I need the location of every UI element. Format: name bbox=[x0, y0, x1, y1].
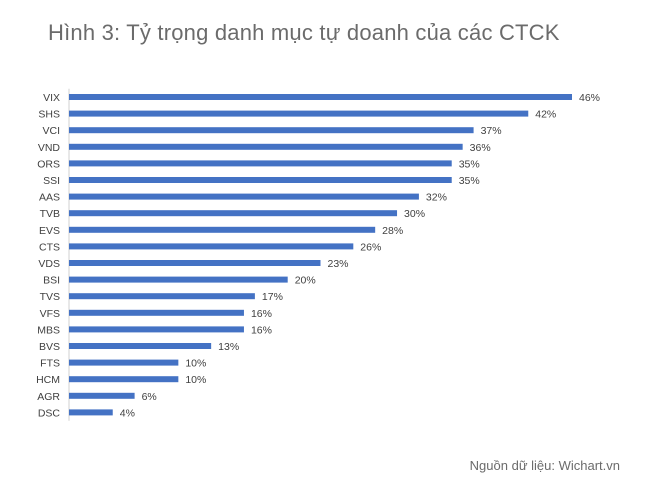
bar-tvb bbox=[69, 210, 398, 217]
category-label-tvs: TVS bbox=[40, 291, 60, 303]
category-label-vnd: VND bbox=[38, 142, 61, 154]
value-label-agr: 6% bbox=[142, 391, 157, 403]
value-label-ssi: 35% bbox=[459, 175, 480, 187]
category-label-bvs: BVS bbox=[39, 341, 60, 353]
category-label-bsi: BSI bbox=[43, 275, 60, 287]
bar-vnd bbox=[69, 143, 463, 150]
category-label-evs: EVS bbox=[39, 225, 60, 237]
bar-ors bbox=[69, 160, 452, 167]
bar-agr bbox=[69, 392, 135, 399]
value-label-bvs: 13% bbox=[218, 341, 239, 353]
bar-fts bbox=[69, 359, 179, 366]
category-label-vfs: VFS bbox=[40, 308, 60, 320]
value-label-tvb: 30% bbox=[404, 208, 425, 220]
bar-dsc bbox=[69, 409, 113, 416]
value-label-vds: 23% bbox=[328, 258, 349, 270]
value-label-aas: 32% bbox=[426, 192, 447, 204]
category-label-dsc: DSC bbox=[38, 407, 61, 419]
bar-aas bbox=[69, 193, 419, 200]
value-label-hcm: 10% bbox=[185, 374, 206, 386]
bar-vci bbox=[69, 127, 474, 134]
bar-ssi bbox=[69, 177, 452, 183]
category-label-tvb: TVB bbox=[40, 208, 60, 220]
category-label-ssi: SSI bbox=[43, 175, 60, 187]
value-label-vfs: 16% bbox=[251, 308, 272, 320]
value-label-mbs: 16% bbox=[251, 324, 272, 336]
bar-mbs bbox=[69, 326, 244, 333]
bar-shs bbox=[69, 110, 529, 117]
bar-bsi bbox=[69, 276, 288, 283]
chart-title: Hình 3: Tỷ trọng danh mục tự doanh của c… bbox=[48, 20, 560, 45]
bar-bvs bbox=[69, 343, 212, 349]
value-label-evs: 28% bbox=[382, 225, 403, 237]
category-label-aas: AAS bbox=[39, 192, 60, 204]
category-label-hcm: HCM bbox=[36, 374, 60, 386]
category-label-ors: ORS bbox=[37, 158, 60, 170]
source-note: Nguồn dữ liệu: Wichart.vn bbox=[469, 458, 620, 473]
bar-vds bbox=[69, 260, 321, 266]
value-label-ors: 35% bbox=[459, 158, 480, 170]
bar-vfs bbox=[69, 309, 244, 316]
category-label-vds: VDS bbox=[38, 258, 60, 270]
value-label-shs: 42% bbox=[535, 109, 556, 121]
category-label-vci: VCI bbox=[42, 125, 60, 137]
value-label-cts: 26% bbox=[360, 241, 381, 253]
category-label-agr: AGR bbox=[37, 391, 60, 403]
value-label-tvs: 17% bbox=[262, 291, 283, 303]
category-label-vix: VIX bbox=[43, 92, 60, 104]
bar-cts bbox=[69, 243, 354, 250]
bar-vix bbox=[69, 94, 572, 100]
bar-tvs bbox=[69, 293, 255, 300]
value-label-bsi: 20% bbox=[295, 275, 316, 287]
value-label-vnd: 36% bbox=[470, 142, 491, 154]
bar-hcm bbox=[69, 376, 179, 383]
value-label-vix: 46% bbox=[579, 92, 600, 104]
category-label-fts: FTS bbox=[40, 358, 60, 370]
value-label-fts: 10% bbox=[185, 358, 206, 370]
bar-evs bbox=[69, 226, 376, 233]
category-label-shs: SHS bbox=[38, 109, 60, 121]
value-label-vci: 37% bbox=[481, 125, 502, 137]
category-label-mbs: MBS bbox=[37, 324, 60, 336]
category-label-cts: CTS bbox=[39, 241, 60, 253]
value-label-dsc: 4% bbox=[120, 407, 135, 419]
